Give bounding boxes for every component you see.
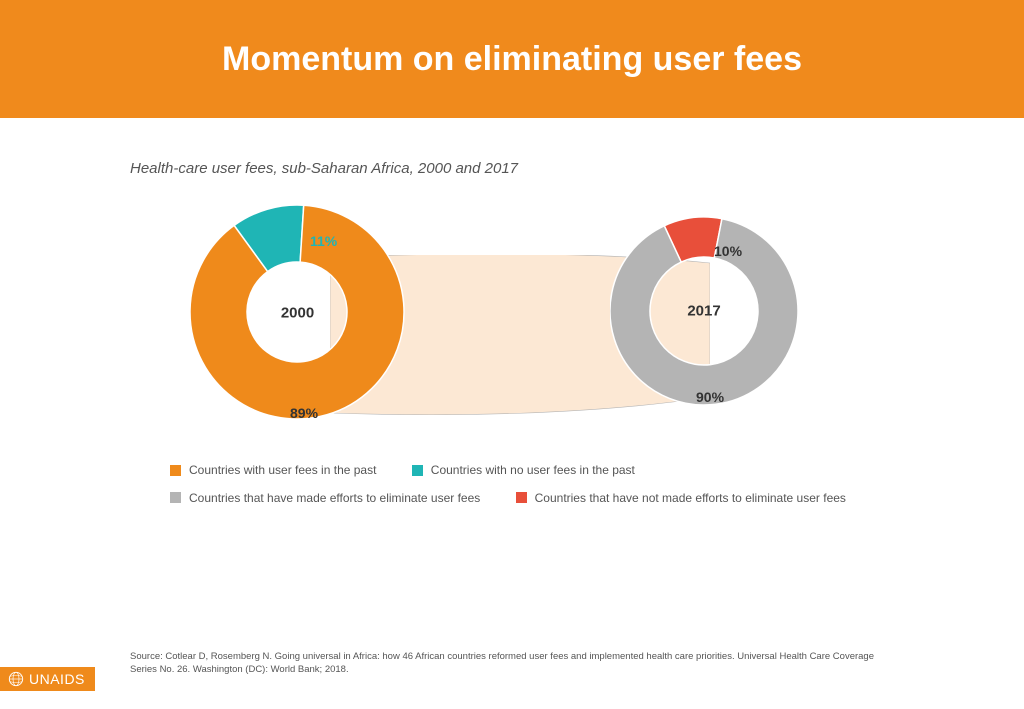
donut-2017-pct-minor: 10% [714,243,742,259]
legend-label: Countries with no user fees in the past [431,463,635,477]
chart-subtitle: Health-care user fees, sub-Saharan Afric… [130,160,900,177]
donut-2017-year: 2017 [687,303,720,320]
unaids-logo: UNAIDS [0,667,95,691]
content-area: Health-care user fees, sub-Saharan Afric… [130,160,900,518]
legend-item-past-fees: Countries with user fees in the past [170,463,376,477]
swatch-icon [412,465,423,476]
legend-item-made-efforts: Countries that have made efforts to elim… [170,491,480,505]
legend-label: Countries that have made efforts to elim… [189,491,480,505]
globe-icon [8,671,24,687]
header-band: Momentum on eliminating user fees [0,0,1024,118]
donut-2017: 2017 90% 10% [610,217,798,405]
donut-2000: 2000 89% 11% [190,205,405,420]
donut-2000-pct-main: 89% [290,405,318,421]
legend-row-2: Countries that have made efforts to elim… [170,491,900,507]
page-title: Momentum on eliminating user fees [222,40,802,79]
donut-2000-year: 2000 [281,304,314,321]
legend-label: Countries with user fees in the past [189,463,376,477]
logo-text: UNAIDS [29,671,85,687]
swatch-icon [170,492,181,503]
legend-item-no-past-fees: Countries with no user fees in the past [412,463,635,477]
legend-label: Countries that have not made efforts to … [535,491,846,505]
legend-item-no-efforts: Countries that have not made efforts to … [516,491,846,505]
swatch-icon [170,465,181,476]
donut-2017-pct-main: 90% [696,389,724,405]
source-citation: Source: Cotlear D, Rosemberg N. Going un… [130,651,900,677]
chart-area: 2000 89% 11% 2017 90% 10% [190,205,830,435]
legend: Countries with user fees in the past Cou… [170,463,900,506]
donut-2000-pct-minor: 11% [310,233,337,249]
swatch-icon [516,492,527,503]
legend-row-1: Countries with user fees in the past Cou… [170,463,900,479]
